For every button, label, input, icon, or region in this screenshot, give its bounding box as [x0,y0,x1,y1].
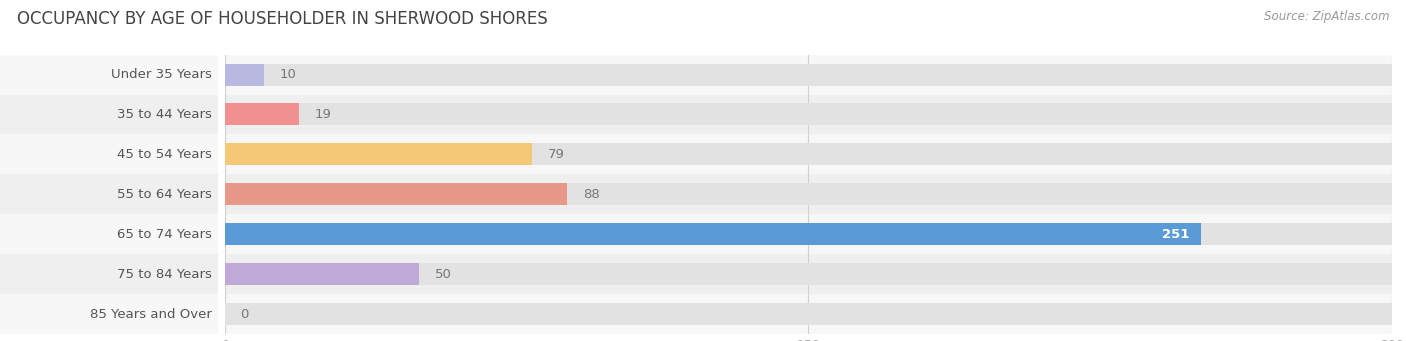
Bar [0,55,1392,94]
Text: OCCUPANCY BY AGE OF HOUSEHOLDER IN SHERWOOD SHORES: OCCUPANCY BY AGE OF HOUSEHOLDER IN SHERW… [17,10,547,28]
Bar [225,223,1392,245]
Bar [225,183,567,205]
Text: 75 to 84 Years: 75 to 84 Years [117,268,211,281]
Bar [0,174,218,214]
Bar [225,63,264,86]
Bar [0,55,218,94]
Text: 35 to 44 Years: 35 to 44 Years [117,108,211,121]
Text: 55 to 64 Years: 55 to 64 Years [117,188,211,201]
Bar [225,263,419,285]
Text: 19: 19 [315,108,332,121]
Bar [0,94,218,134]
Bar [225,63,1392,86]
Bar [0,134,1392,174]
Bar [225,104,1392,125]
Text: Source: ZipAtlas.com: Source: ZipAtlas.com [1264,10,1389,23]
Text: 65 to 74 Years: 65 to 74 Years [117,228,211,241]
Bar [0,214,1392,254]
Bar [0,214,218,254]
Text: 85 Years and Over: 85 Years and Over [90,308,211,321]
Text: 0: 0 [240,308,249,321]
Bar [225,183,1392,205]
Bar [0,174,1392,214]
Text: 10: 10 [280,68,297,81]
Text: 251: 251 [1163,228,1189,241]
Bar [225,223,1201,245]
Bar [225,144,1392,165]
Bar [0,294,218,334]
Text: 79: 79 [548,148,565,161]
Text: 88: 88 [583,188,599,201]
Bar [225,303,1392,325]
Bar [0,294,1392,334]
Bar [0,94,1392,134]
Bar [225,104,299,125]
Bar [0,254,218,294]
Text: Under 35 Years: Under 35 Years [111,68,211,81]
Bar [0,134,218,174]
Text: 45 to 54 Years: 45 to 54 Years [117,148,211,161]
Bar [0,254,1392,294]
Bar [225,263,1392,285]
Text: 50: 50 [434,268,451,281]
Bar [225,144,533,165]
